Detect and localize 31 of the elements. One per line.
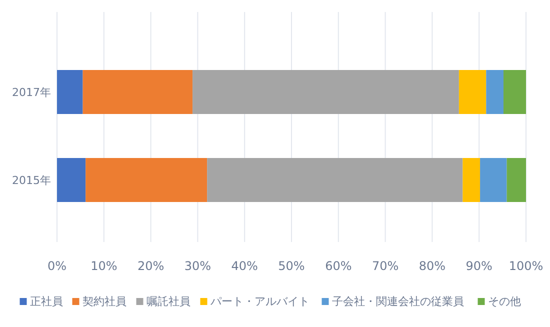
- bar: [82, 70, 193, 114]
- x-tick-label: 90%: [466, 259, 492, 273]
- legend-label: その他: [488, 295, 521, 308]
- x-tick-label: 70%: [372, 259, 399, 273]
- bar: [503, 70, 526, 114]
- bar: [480, 158, 507, 202]
- bar: [57, 158, 86, 202]
- legend-label: 契約社員: [82, 295, 126, 308]
- bar: [462, 158, 480, 202]
- y-tick-label: 2017年: [12, 86, 51, 99]
- bar: [458, 70, 486, 114]
- x-tick-label: 20%: [137, 259, 164, 273]
- bar: [192, 70, 459, 114]
- bar: [86, 158, 208, 202]
- x-tick-label: 100%: [508, 259, 544, 273]
- x-tick-label: 0%: [47, 259, 67, 273]
- legend-label: 嘱託社員: [146, 295, 190, 308]
- x-tick-label: 50%: [278, 259, 305, 273]
- legend-label: 正社員: [30, 295, 63, 308]
- bar: [506, 158, 526, 202]
- bar: [486, 70, 504, 114]
- x-tick-label: 30%: [184, 259, 212, 273]
- bar: [57, 70, 83, 114]
- legend-label: パート・アルバイト: [209, 295, 310, 308]
- bar: [207, 158, 463, 202]
- y-tick-label: 2015年: [12, 174, 51, 187]
- legend-label: 子会社・関連会社の従業員: [332, 295, 464, 308]
- x-tick-label: 80%: [418, 259, 446, 273]
- x-tick-label: 10%: [90, 259, 118, 273]
- x-tick-label: 40%: [231, 259, 258, 273]
- x-tick-label: 60%: [325, 259, 352, 273]
